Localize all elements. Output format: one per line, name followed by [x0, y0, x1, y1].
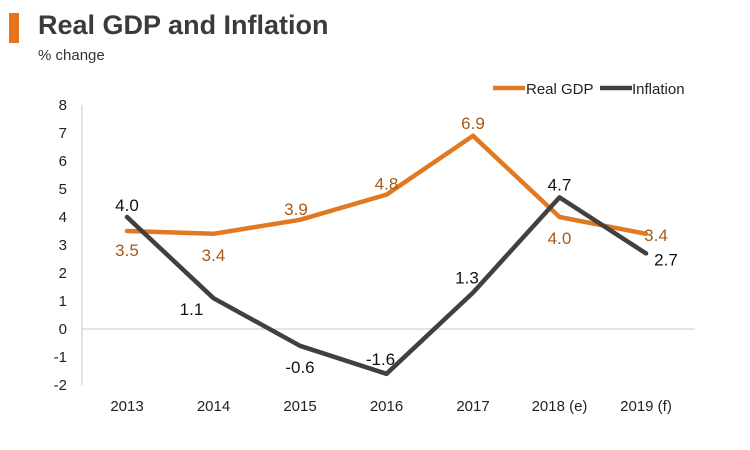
data-label-real-gdp: 4.8: [375, 175, 399, 194]
data-point-real-gdp: [211, 231, 216, 236]
y-tick-label: 0: [59, 321, 67, 338]
x-tick-label: 2016: [370, 398, 403, 415]
chart-title: Real GDP and Inflation: [38, 10, 329, 40]
x-tick-label: 2019 (f): [620, 398, 672, 415]
x-tick-label: 2015: [283, 398, 316, 415]
x-tick-label: 2017: [456, 398, 489, 415]
data-point-inflation: [644, 251, 648, 256]
chart-axes: 8 7 6 5 4 3 2 1 0 -1 -2 2013 2014 2015 2016 2017 2018 (e…: [54, 97, 695, 415]
data-point-real-gdp: [125, 229, 129, 233]
data-label-inflation: 1.3: [455, 269, 479, 288]
x-tick-label: 2014: [197, 398, 230, 415]
y-tick-label: 8: [59, 97, 67, 114]
y-tick-label: -1: [54, 349, 67, 366]
data-point-inflation: [125, 215, 129, 219]
data-label-inflation: 2.7: [654, 250, 678, 269]
data-point-inflation: [557, 195, 562, 200]
data-labels-layer: 3.5 3.4 3.9 4.8 6.9 4.0 3.4 4.0 1.1 -0.6 -1.6 1.3 4.…: [115, 114, 678, 377]
chart-subtitle: % change: [38, 47, 105, 64]
data-label-real-gdp: 3.4: [644, 226, 668, 245]
chart-legend: Real GDP Inflation: [493, 81, 685, 98]
data-point-real-gdp: [471, 133, 475, 138]
y-tick-label: 2: [59, 265, 67, 282]
data-point-real-gdp: [384, 192, 389, 197]
data-label-inflation: -0.6: [285, 358, 314, 377]
data-point-real-gdp: [557, 215, 562, 219]
data-point-real-gdp: [298, 217, 302, 222]
data-label-inflation: 4.7: [548, 175, 572, 194]
data-label-real-gdp: 3.5: [115, 241, 139, 260]
data-point-real-gdp: [644, 231, 648, 236]
legend-label-real-gdp: Real GDP: [526, 81, 594, 98]
x-tick-label: 2013: [110, 398, 143, 415]
data-label-inflation: 4.0: [115, 196, 139, 215]
title-accent-bar: [9, 13, 19, 43]
data-label-inflation: 1.1: [180, 300, 204, 319]
series-layer: [124, 133, 649, 377]
y-tick-label: 4: [59, 209, 67, 226]
data-label-real-gdp: 4.0: [548, 229, 572, 248]
y-tick-label: 5: [59, 181, 67, 198]
data-label-real-gdp: 6.9: [461, 114, 485, 133]
data-point-inflation: [471, 290, 475, 295]
y-tick-label: 3: [59, 237, 67, 254]
data-point-inflation: [211, 296, 216, 301]
y-tick-label: 1: [59, 293, 67, 310]
y-tick-label: 6: [59, 153, 67, 170]
y-tick-label: 7: [59, 125, 67, 142]
data-point-inflation: [298, 343, 302, 348]
data-label-real-gdp: 3.4: [202, 246, 226, 265]
x-tick-label: 2018 (e): [532, 398, 588, 415]
data-label-inflation: -1.6: [366, 350, 395, 369]
data-label-real-gdp: 3.9: [284, 200, 308, 219]
y-tick-label: -2: [54, 377, 67, 394]
data-point-inflation: [384, 371, 389, 376]
legend-label-inflation: Inflation: [632, 81, 685, 98]
series-line-inflation: [124, 195, 649, 377]
